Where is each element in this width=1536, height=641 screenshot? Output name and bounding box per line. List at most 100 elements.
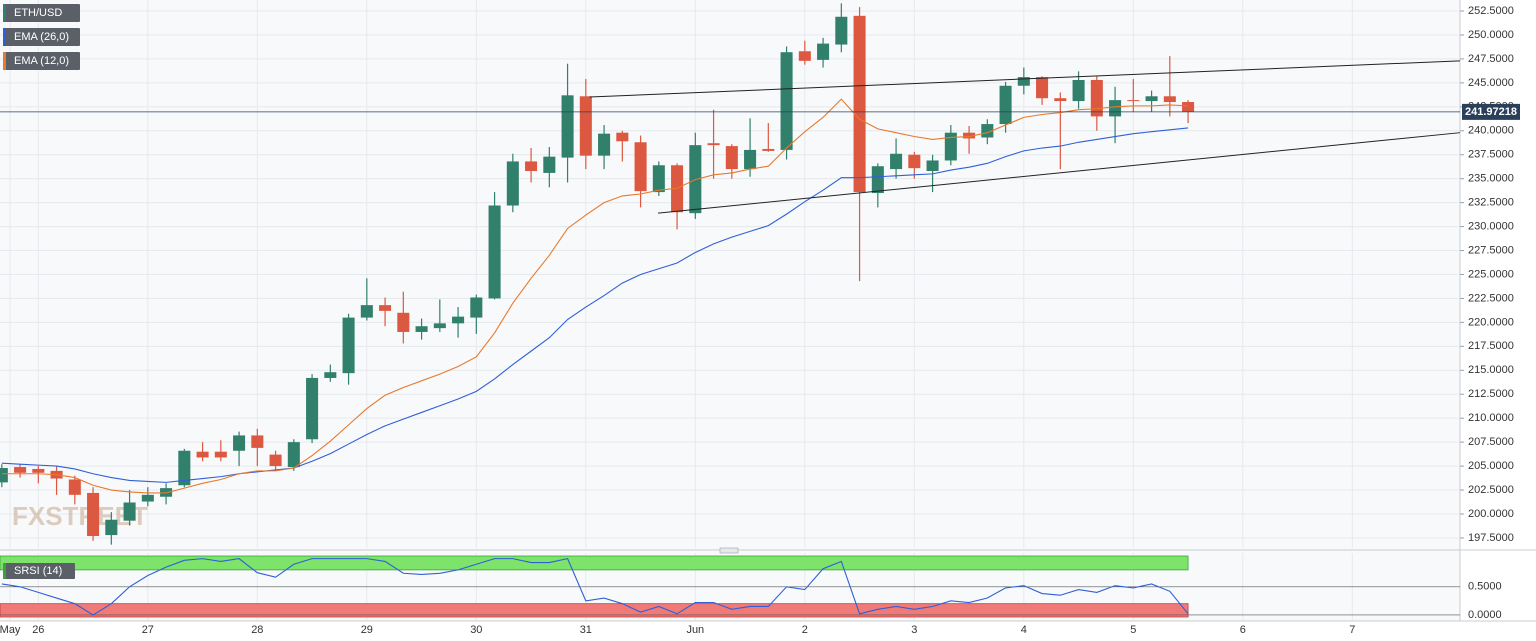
overbought-band — [0, 555, 1189, 571]
candle-body — [214, 451, 227, 458]
legend-label: ETH/USD — [14, 7, 62, 19]
candle-body — [1182, 102, 1195, 112]
y-tick-label: 232.5000 — [1468, 197, 1514, 209]
y-tick-label: 0.0000 — [1468, 609, 1502, 621]
candle-body — [725, 146, 738, 170]
candle-body — [579, 96, 592, 156]
candle-body — [999, 85, 1012, 125]
trend-line — [589, 60, 1461, 98]
candle-body — [963, 132, 976, 139]
last-price-box — [1462, 103, 1520, 120]
candle-body — [433, 323, 446, 329]
y-tick-label: 240.0000 — [1468, 125, 1514, 137]
x-tick-label: 30 — [470, 624, 482, 636]
candle-body — [141, 494, 154, 502]
candle-body — [397, 312, 410, 332]
candle-body — [32, 468, 45, 473]
y-tick-label: 220.0000 — [1468, 316, 1514, 328]
candle-body — [324, 372, 337, 378]
candle-body — [506, 161, 519, 206]
candle-body — [178, 450, 191, 486]
candle-body — [543, 156, 556, 173]
candle-body — [634, 142, 647, 192]
y-tick-label: 250.0000 — [1468, 29, 1514, 41]
x-tick-label: 6 — [1240, 624, 1246, 636]
candle-body — [780, 52, 793, 150]
y-tick-label: 215.0000 — [1468, 364, 1514, 376]
resize-handle[interactable] — [719, 547, 739, 554]
y-tick-label: 235.0000 — [1468, 173, 1514, 185]
candle-body — [269, 454, 282, 467]
candle-body — [1090, 79, 1103, 117]
legend-swatch — [3, 28, 6, 46]
x-tick-label: May — [0, 624, 21, 636]
y-tick-label: 225.0000 — [1468, 268, 1514, 280]
candle-body — [233, 435, 246, 451]
plot-background — [0, 0, 1460, 621]
candle-body — [652, 165, 665, 193]
legend-box — [3, 563, 75, 579]
candle-body — [306, 377, 319, 440]
candle-body — [415, 326, 428, 332]
x-tick-label: 27 — [142, 624, 154, 636]
candle-body — [1072, 79, 1085, 102]
y-tick-label: 230.0000 — [1468, 220, 1514, 232]
srsi-line — [1, 557, 1189, 616]
candle-body — [1163, 96, 1176, 103]
legend-swatch — [3, 4, 6, 22]
x-tick-label: Jun — [686, 624, 704, 636]
candle-body — [561, 95, 574, 158]
candle-body — [944, 132, 957, 161]
candle-body — [488, 205, 501, 299]
x-tick-label: 29 — [361, 624, 373, 636]
candle-body — [744, 149, 757, 170]
candle-body — [871, 166, 884, 194]
legend-swatch — [3, 52, 6, 70]
y-tick-label: 207.5000 — [1468, 436, 1514, 448]
candle-body — [798, 51, 811, 61]
legend-box — [3, 4, 80, 22]
y-tick-label: 217.5000 — [1468, 340, 1514, 352]
y-tick-label: 197.5000 — [1468, 532, 1514, 544]
candle-body — [835, 16, 848, 45]
trend-line — [658, 132, 1461, 214]
candle-body — [525, 161, 538, 172]
ema-line — [1, 127, 1189, 483]
y-tick-label: 245.0000 — [1468, 77, 1514, 89]
legend-swatch — [3, 563, 6, 579]
candle-body — [360, 305, 373, 318]
x-tick-label: 7 — [1349, 624, 1355, 636]
x-tick-label: 5 — [1130, 624, 1136, 636]
legend-label: EMA (26,0) — [14, 31, 69, 43]
y-tick-label: 237.5000 — [1468, 149, 1514, 161]
candle-body — [342, 317, 355, 374]
candle-body — [87, 492, 100, 537]
x-tick-label: 4 — [1021, 624, 1027, 636]
legend-box — [3, 52, 80, 70]
y-tick-label: 247.5000 — [1468, 53, 1514, 65]
candle-body — [817, 43, 830, 60]
x-tick-label: 2 — [802, 624, 808, 636]
legend-label: EMA (12,0) — [14, 55, 69, 67]
legend-label: SRSI (14) — [14, 565, 62, 577]
candle-body — [452, 316, 465, 324]
y-tick-label: 222.5000 — [1468, 292, 1514, 304]
last-price-label: 241.97218 — [1465, 106, 1517, 118]
candle-body — [1145, 96, 1158, 102]
candle-body — [598, 133, 611, 156]
ema-line — [1, 98, 1189, 494]
candle-body — [68, 479, 81, 495]
legend-box — [3, 28, 80, 46]
y-tick-label: 252.5000 — [1468, 5, 1514, 17]
candle-body — [762, 148, 775, 151]
candle-body — [379, 305, 392, 311]
x-tick-label: 26 — [32, 624, 44, 636]
y-tick-label: 212.5000 — [1468, 388, 1514, 400]
candle-body — [251, 435, 264, 448]
candle-body — [926, 160, 939, 172]
candle-body — [1017, 77, 1030, 86]
candle-body — [0, 468, 8, 483]
candle-body — [123, 502, 136, 521]
